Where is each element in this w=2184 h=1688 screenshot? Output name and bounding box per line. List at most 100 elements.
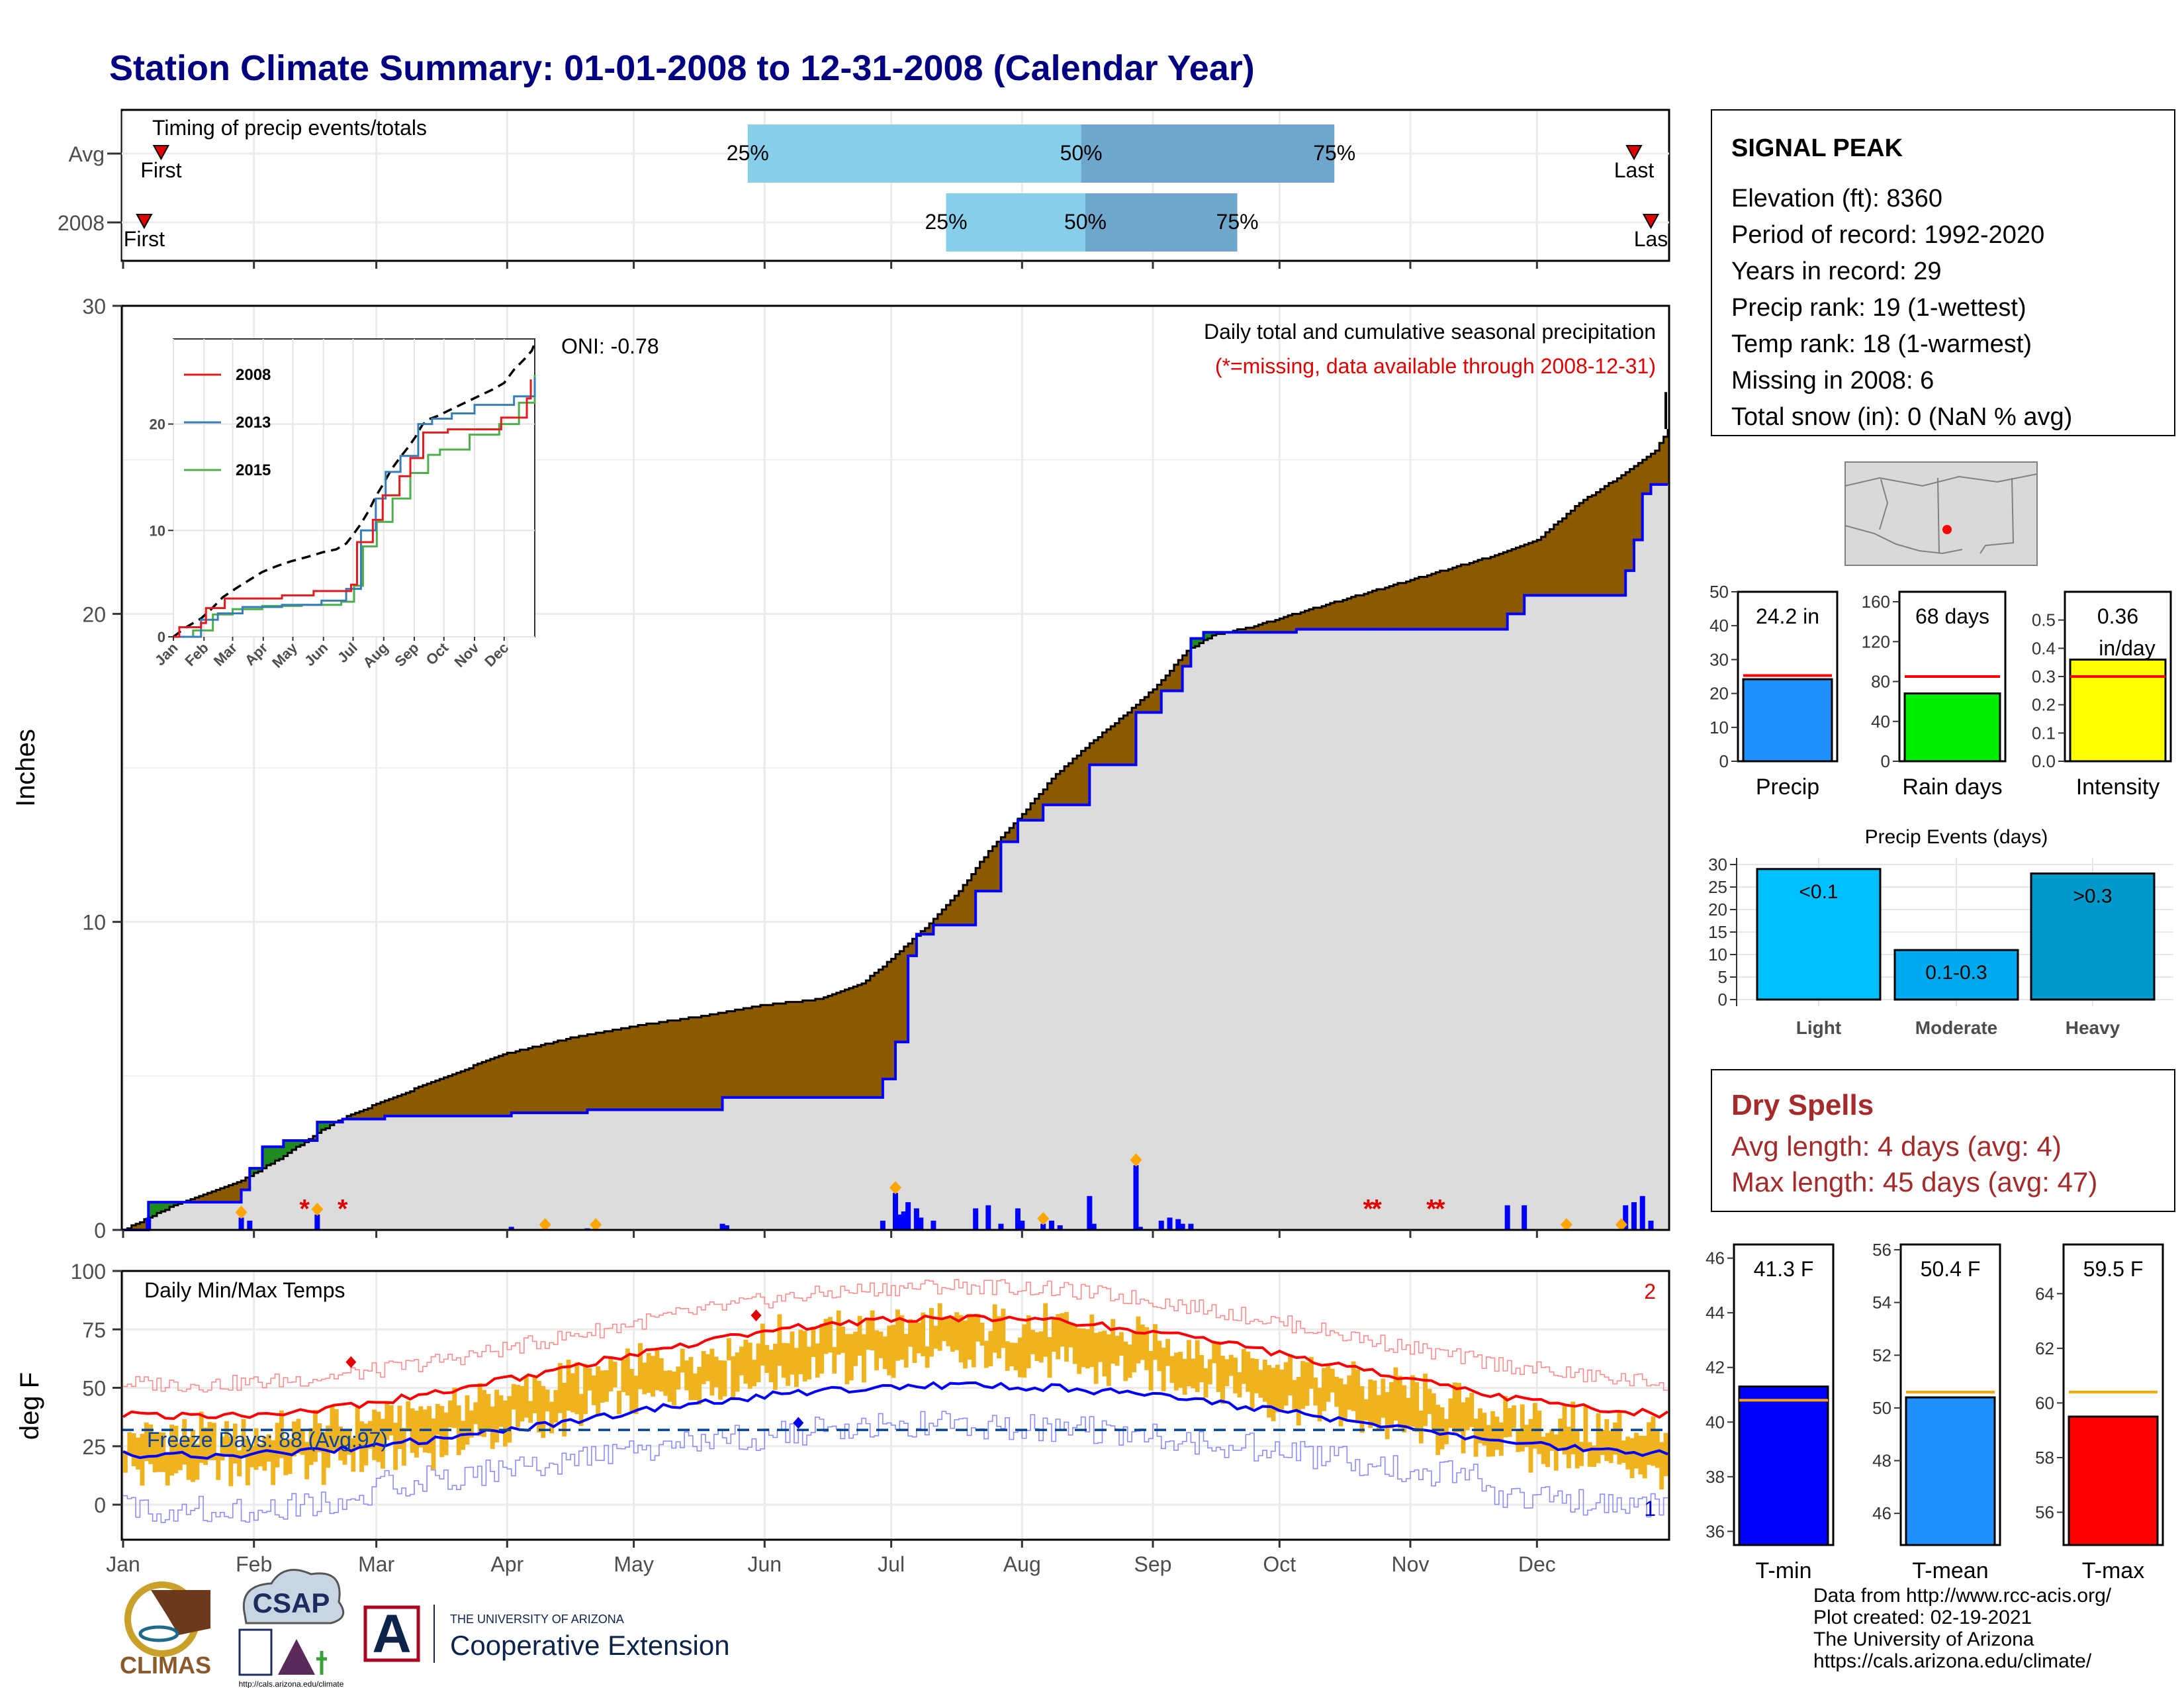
daily-temp-bar bbox=[1250, 1358, 1255, 1409]
mini-bar-y-tick-label: 0.3 bbox=[2032, 667, 2056, 686]
precip-deficit-strip bbox=[1118, 718, 1124, 765]
daily-temp-bar bbox=[1608, 1430, 1614, 1464]
precip-deficit-strip bbox=[807, 1000, 812, 1098]
daily-temp-bar bbox=[743, 1339, 749, 1384]
daily-temp-bar bbox=[676, 1366, 681, 1390]
precip-deficit-strip bbox=[355, 1113, 360, 1119]
timing-pct-label: 50% bbox=[1060, 141, 1103, 165]
precip-deficit-strip bbox=[1494, 555, 1500, 630]
precip-deficit-strip bbox=[397, 1096, 402, 1116]
daily-temp-bar bbox=[1001, 1309, 1006, 1348]
daily-temp-bar bbox=[1216, 1341, 1221, 1392]
precip-deficit-strip bbox=[1633, 465, 1639, 540]
precip-deficit-strip bbox=[199, 1196, 204, 1203]
record-high-marker-icon bbox=[751, 1309, 762, 1322]
daily-temp-bar bbox=[1051, 1317, 1056, 1352]
precip-deficit-strip bbox=[1313, 608, 1318, 630]
daily-temp-bar bbox=[633, 1376, 639, 1415]
precip-deficit-strip bbox=[1461, 564, 1466, 630]
daily-precip-bar bbox=[1631, 1202, 1637, 1230]
precip-deficit-strip bbox=[709, 1014, 715, 1110]
temp-bar-y-tick-label: 46 bbox=[1706, 1248, 1725, 1268]
daily-temp-bar bbox=[612, 1361, 617, 1387]
precip-deficit-strip bbox=[697, 1017, 702, 1110]
station-info-line: Precip rank: 19 (1-wettest) bbox=[1731, 294, 2026, 322]
precip-deficit-strip bbox=[764, 1005, 770, 1098]
precip-deficit-strip bbox=[587, 1034, 592, 1110]
daily-temp-bar bbox=[1596, 1413, 1601, 1464]
precip-deficit-strip bbox=[1376, 589, 1381, 630]
precip-deficit-strip bbox=[1038, 794, 1044, 821]
temp-bar-value bbox=[1905, 1396, 1996, 1546]
daily-temp-bar bbox=[1237, 1372, 1242, 1398]
climas-logo-swirl-icon bbox=[138, 1625, 179, 1642]
daily-temp-bar bbox=[895, 1309, 900, 1361]
daily-temp-bar bbox=[1296, 1376, 1301, 1426]
precip-deficit-strip bbox=[841, 991, 846, 1098]
precip-deficit-strip bbox=[1237, 629, 1242, 633]
record-high-count: 2 bbox=[1644, 1280, 1656, 1303]
daily-temp-bar bbox=[756, 1343, 761, 1383]
precip-deficit-strip bbox=[1148, 692, 1154, 713]
precip-deficit-strip bbox=[722, 1012, 727, 1098]
temp-bar-y-tick-label: 50 bbox=[1872, 1398, 1891, 1418]
daily-temp-bar bbox=[351, 1438, 356, 1472]
daily-temp-bar bbox=[1224, 1359, 1230, 1387]
mini-bar-value bbox=[1903, 692, 2001, 763]
precip-deficit-strip bbox=[191, 1199, 196, 1203]
daily-temp-bar bbox=[891, 1325, 896, 1378]
daily-temp-bar bbox=[123, 1450, 128, 1473]
precip-deficit-strip bbox=[815, 999, 820, 1098]
precip-deficit-strip bbox=[1406, 581, 1411, 630]
daily-precip-bar bbox=[146, 1217, 152, 1230]
daily-temp-bar bbox=[967, 1313, 972, 1360]
events-category-label: Heavy bbox=[2066, 1017, 2120, 1038]
precip-deficit-strip bbox=[498, 1056, 504, 1116]
missing-data-asterisk: * bbox=[1426, 1194, 1437, 1223]
precip-deficit-strip bbox=[1275, 620, 1280, 633]
precip-deficit-strip bbox=[988, 851, 993, 892]
daily-temp-bar bbox=[878, 1331, 884, 1358]
daily-temp-bar bbox=[1537, 1410, 1542, 1454]
timing-pct-label: 25% bbox=[925, 210, 968, 234]
precip-deficit-strip bbox=[1549, 529, 1555, 596]
precip-deficit-strip bbox=[1072, 759, 1077, 805]
daily-precip-bar bbox=[1179, 1223, 1185, 1230]
precip-deficit-strip bbox=[520, 1049, 525, 1113]
precip-deficit-strip bbox=[1304, 610, 1310, 630]
precip-surplus-strip bbox=[169, 1202, 175, 1207]
precip-deficit-strip bbox=[1106, 729, 1111, 765]
daily-temp-bar bbox=[1013, 1342, 1019, 1371]
daily-precip-bar bbox=[998, 1223, 1004, 1230]
daily-temp-bar bbox=[1153, 1324, 1158, 1360]
daily-precip-bar bbox=[1623, 1205, 1629, 1230]
precip-deficit-strip bbox=[570, 1037, 575, 1113]
oni-label: ONI: -0.78 bbox=[561, 334, 659, 358]
timing-marker-icon bbox=[1625, 145, 1643, 161]
precip-deficit-strip bbox=[1342, 600, 1347, 630]
precip-deficit-strip bbox=[1169, 671, 1175, 691]
map-border bbox=[1879, 479, 1889, 530]
daily-temp-bar bbox=[507, 1396, 512, 1443]
precip-deficit-strip bbox=[553, 1042, 559, 1113]
daily-temp-bar bbox=[1423, 1373, 1428, 1427]
precip-deficit-strip bbox=[958, 891, 964, 925]
daily-temp-bar bbox=[271, 1440, 276, 1485]
daily-precip-bar bbox=[1015, 1208, 1021, 1230]
temp-panel-title: Daily Min/Max Temps bbox=[144, 1278, 345, 1302]
dry-spells-frame bbox=[1711, 1069, 2175, 1212]
month-axis-label: Dec bbox=[1518, 1552, 1556, 1576]
precip-deficit-strip bbox=[1279, 618, 1285, 633]
daily-temp-bar bbox=[532, 1377, 537, 1413]
daily-precip-bar bbox=[905, 1202, 911, 1230]
precip-deficit-strip bbox=[241, 1180, 246, 1190]
climas-logo-shape-icon bbox=[151, 1590, 210, 1635]
precip-deficit-strip bbox=[1418, 577, 1424, 630]
precip-deficit-strip bbox=[1372, 590, 1377, 630]
daily-temp-bar bbox=[1034, 1332, 1040, 1361]
daily-precip-bar bbox=[1133, 1165, 1139, 1230]
daily-temp-bar bbox=[912, 1320, 917, 1363]
precip-deficit-strip bbox=[1507, 550, 1512, 614]
mini-bar-x-label: Intensity bbox=[2076, 774, 2160, 800]
precip-event-marker-icon bbox=[539, 1218, 551, 1231]
